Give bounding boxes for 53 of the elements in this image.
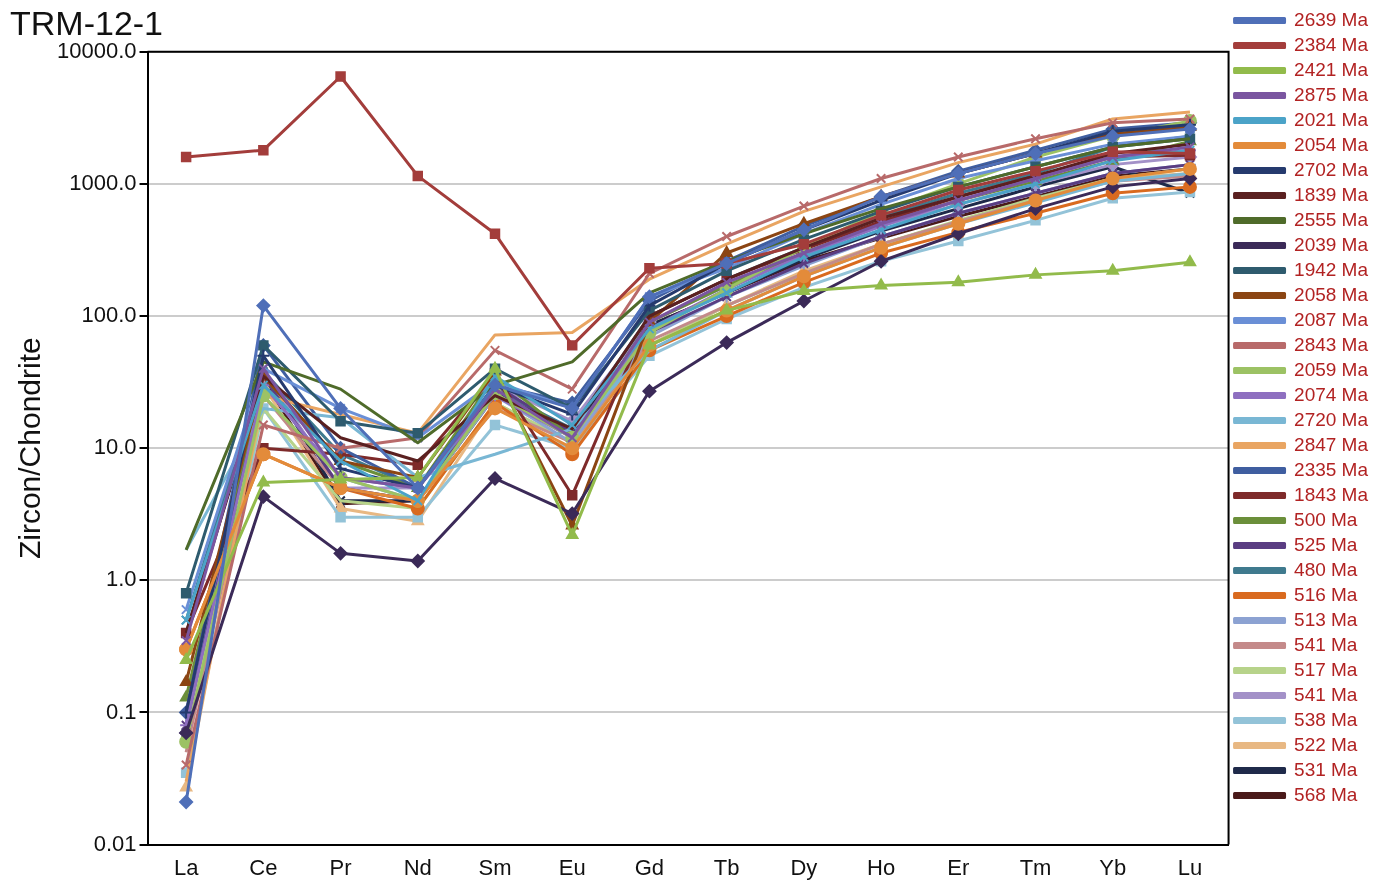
x-tick-label: Sm xyxy=(478,854,512,880)
legend-label: 1839 Ma xyxy=(1294,183,1369,205)
legend-label: 2058 Ma xyxy=(1294,283,1369,305)
x-tick-label: Ho xyxy=(867,854,896,880)
legend-label: 522 Ma xyxy=(1294,733,1358,755)
x-tick-label: La xyxy=(173,854,200,880)
y-tick-label: 0.01 xyxy=(93,830,137,856)
legend-label: 531 Ma xyxy=(1294,758,1358,780)
y-axis-title: Zircon/Chondrite xyxy=(13,337,47,560)
x-tick-label: Gd xyxy=(634,854,665,880)
legend-label: 500 Ma xyxy=(1294,508,1358,530)
legend-label: 525 Ma xyxy=(1294,533,1358,555)
y-tick-label: 1.0 xyxy=(105,566,137,592)
legend-label: 1843 Ma xyxy=(1294,483,1369,505)
x-tick-label: Ce xyxy=(249,854,278,880)
legend-label: 2720 Ma xyxy=(1294,408,1369,430)
legend-label: 568 Ma xyxy=(1294,783,1358,805)
x-tick-label: Yb xyxy=(1099,854,1127,880)
legend-label: 2087 Ma xyxy=(1294,308,1369,330)
legend-label: 2875 Ma xyxy=(1294,83,1369,105)
legend-label: 538 Ma xyxy=(1294,708,1358,730)
legend-label: 2555 Ma xyxy=(1294,208,1369,230)
legend-label: 2335 Ma xyxy=(1294,458,1369,480)
legend-label: 2039 Ma xyxy=(1294,233,1369,255)
legend-label: 2639 Ma xyxy=(1294,8,1369,30)
legend-label: 2074 Ma xyxy=(1294,383,1369,405)
x-tick-label: Nd xyxy=(403,854,432,880)
legend-label: 541 Ma xyxy=(1294,683,1358,705)
x-tick-label: Lu xyxy=(1177,854,1203,880)
x-tick-label: Tb xyxy=(713,854,740,880)
legend-label: 516 Ma xyxy=(1294,583,1358,605)
y-tick-label: 10.0 xyxy=(93,434,137,460)
x-tick-label: Eu xyxy=(558,854,586,880)
legend-label: 1942 Ma xyxy=(1294,258,1369,280)
legend-label: 513 Ma xyxy=(1294,608,1358,630)
x-tick-label: Er xyxy=(947,854,970,880)
legend-label: 541 Ma xyxy=(1294,633,1358,655)
legend-label: 2843 Ma xyxy=(1294,333,1369,355)
legend-label: 2054 Ma xyxy=(1294,133,1369,155)
legend-label: 2059 Ma xyxy=(1294,358,1369,380)
x-tick-label: Tm xyxy=(1019,854,1052,880)
legend-label: 2847 Ma xyxy=(1294,433,1369,455)
legend-label: 480 Ma xyxy=(1294,558,1358,580)
x-tick-label: Pr xyxy=(329,854,352,880)
y-tick-label: 1000.0 xyxy=(69,170,137,195)
legend-label: 517 Ma xyxy=(1294,658,1358,680)
legend-label: 2021 Ma xyxy=(1294,108,1369,130)
x-tick-label: Dy xyxy=(790,854,818,880)
legend-label: 2421 Ma xyxy=(1294,58,1369,80)
y-tick-label: 0.1 xyxy=(105,698,137,724)
legend-label: 2702 Ma xyxy=(1294,158,1369,180)
legend-label: 2384 Ma xyxy=(1294,33,1369,55)
y-tick-label: 100.0 xyxy=(81,302,137,328)
